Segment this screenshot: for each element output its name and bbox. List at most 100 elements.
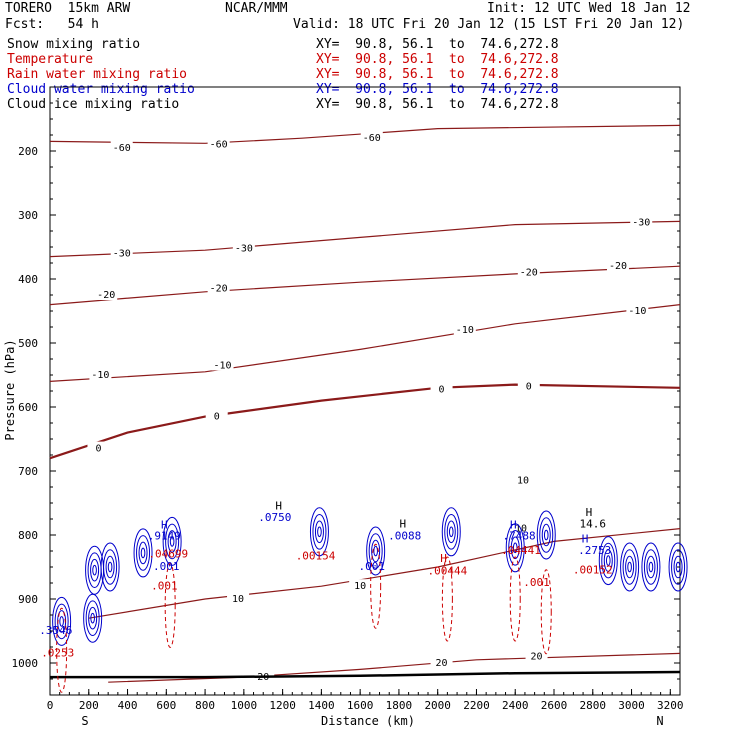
contour-label-bg (630, 215, 653, 228)
rain-water-contour (509, 556, 521, 642)
cloud-water-contour (140, 547, 146, 559)
temperature-contour-label: 0 (439, 385, 445, 396)
cloud-water-contour (136, 535, 151, 571)
x-tick-label: 600 (156, 699, 176, 712)
cloud-water-contour (317, 526, 322, 538)
extrema-marker: .0750 (258, 511, 291, 524)
temperature-contour-line (49, 383, 681, 460)
field-name-snow: Snow mixing ratio (7, 37, 141, 52)
temperature-contour-label: 10 (354, 581, 366, 592)
y-axis-label: Pressure (hPa) (3, 339, 17, 440)
temperature-contour-line (88, 528, 681, 619)
contour-label-bg (227, 592, 250, 604)
field-xy-cloud-water: XY= 90.8, 56.1 to 74.6,272.8 (316, 82, 559, 97)
cloud-water-contour (162, 516, 182, 566)
temperature-contour-label: -20 (97, 290, 115, 301)
temperature-contour-label: -30 (235, 243, 253, 254)
contour-label-bg (626, 304, 649, 316)
cloud-water-contour (133, 528, 153, 578)
temperature-contour-line (49, 124, 681, 144)
cloud-water-contour (92, 564, 97, 576)
contour-label-bg (110, 246, 133, 259)
contour-label-bg (207, 137, 230, 150)
cloud-water-contour (539, 517, 554, 553)
y-tick-label: 1000 (12, 657, 39, 670)
cloud-water-contour (371, 539, 381, 563)
temperature-contour-label: -20 (520, 268, 538, 279)
field-xy-cloud-ice: XY= 90.8, 56.1 to 74.6,272.8 (316, 97, 559, 112)
rain-water-contour (370, 543, 382, 629)
temperature-contour-label: -60 (113, 143, 131, 154)
cloud-water-contour (512, 542, 518, 554)
extrema-marker: H (510, 519, 517, 532)
cloud-water-contour (90, 612, 95, 624)
cloud-water-contour (444, 514, 459, 550)
contour-label-bg (430, 656, 453, 668)
cloud-water-contour (54, 603, 69, 640)
temperature-contour-label: -10 (91, 370, 109, 381)
temperature-contour-label: 0 (526, 382, 532, 393)
extrema-marker: H (586, 506, 593, 519)
cloud-water-contour (510, 536, 520, 560)
cloud-water-contour (314, 520, 324, 544)
cloud-water-contour (671, 549, 686, 585)
cloud-water-contour (448, 526, 454, 538)
x-tick-label: 200 (79, 699, 99, 712)
extrema-marker: .001 (151, 579, 178, 592)
extrema-marker: H (161, 519, 168, 532)
contour-label-bg (207, 281, 230, 294)
cloud-water-contour (643, 549, 658, 585)
temperature-contour-label: 10 (517, 476, 529, 487)
contour-label-bg (87, 441, 110, 454)
contour-label-bg (430, 382, 453, 395)
temperature-contours: -60 -60 -60 -30 -30 -30 -20 -20 -20 -20 -10 -10 -10 -… (49, 124, 681, 683)
contour-label-bg (205, 409, 228, 422)
rain-water-contour (540, 569, 552, 655)
cloud-water-contour (648, 561, 654, 573)
field-name-cloud-ice: Cloud ice mixing ratio (7, 97, 180, 112)
cloud-water-contour (312, 514, 327, 550)
extrema-marker: .9149 (148, 529, 181, 542)
x-tick-label: 1000 (231, 699, 258, 712)
x-tick-label: 2200 (463, 699, 490, 712)
init-time: Init: 12 UTC Wed 18 Jan 12 (487, 1, 691, 16)
cloud-water-contour (622, 549, 637, 585)
cloud-water-contour (366, 526, 386, 576)
extrema-marker: 14.6 (580, 517, 607, 530)
y-tick-label: 600 (18, 401, 38, 414)
cloud-water-contour (373, 545, 378, 557)
temperature-contour-label: -20 (609, 261, 627, 272)
x-tick-label: 1400 (308, 699, 335, 712)
temperature-contour-line (49, 220, 681, 258)
cloud-water-contour (625, 555, 635, 579)
field-name-cloud-water: Cloud water mixing ratio (7, 82, 195, 97)
y-tick-label: 200 (18, 145, 38, 158)
extrema-marker: .00154 (296, 549, 336, 562)
field-xy-snow: XY= 90.8, 56.1 to 74.6,272.8 (316, 37, 559, 52)
contour-label-bg (211, 358, 234, 371)
extrema-marker: .001 (523, 576, 550, 589)
x-tick-label: 2400 (502, 699, 529, 712)
forecast-hour: Fcst: 54 h (5, 17, 99, 32)
extrema-marker: .00152 (573, 563, 613, 576)
y-tick-label: 900 (18, 593, 38, 606)
cloud-water-contour (673, 555, 683, 579)
extrema-marker: .04441 (501, 544, 541, 557)
extrema-marker: .04699 (148, 547, 188, 560)
cloud-water-contour (88, 606, 98, 630)
cloud-water-contour (368, 533, 383, 569)
y-tick-label: 700 (18, 465, 38, 478)
contour-label-bg (360, 131, 383, 144)
extrema-marker: .001 (153, 560, 180, 573)
contour-label-bg (517, 379, 540, 392)
temperature-contour-label: -60 (210, 140, 228, 151)
field-xy-rain: XY= 90.8, 56.1 to 74.6,272.8 (316, 67, 559, 82)
contour-label-bg (453, 323, 476, 336)
temperature-contour-label: -30 (632, 218, 650, 229)
x-tick-label: 3200 (657, 699, 684, 712)
temperature-contour-label: -10 (213, 360, 231, 371)
contour-label-bg (95, 288, 118, 300)
cloud-water-contour (309, 507, 329, 557)
cloud-water-contour (441, 507, 461, 557)
extrema-marker: .0088 (388, 529, 421, 542)
